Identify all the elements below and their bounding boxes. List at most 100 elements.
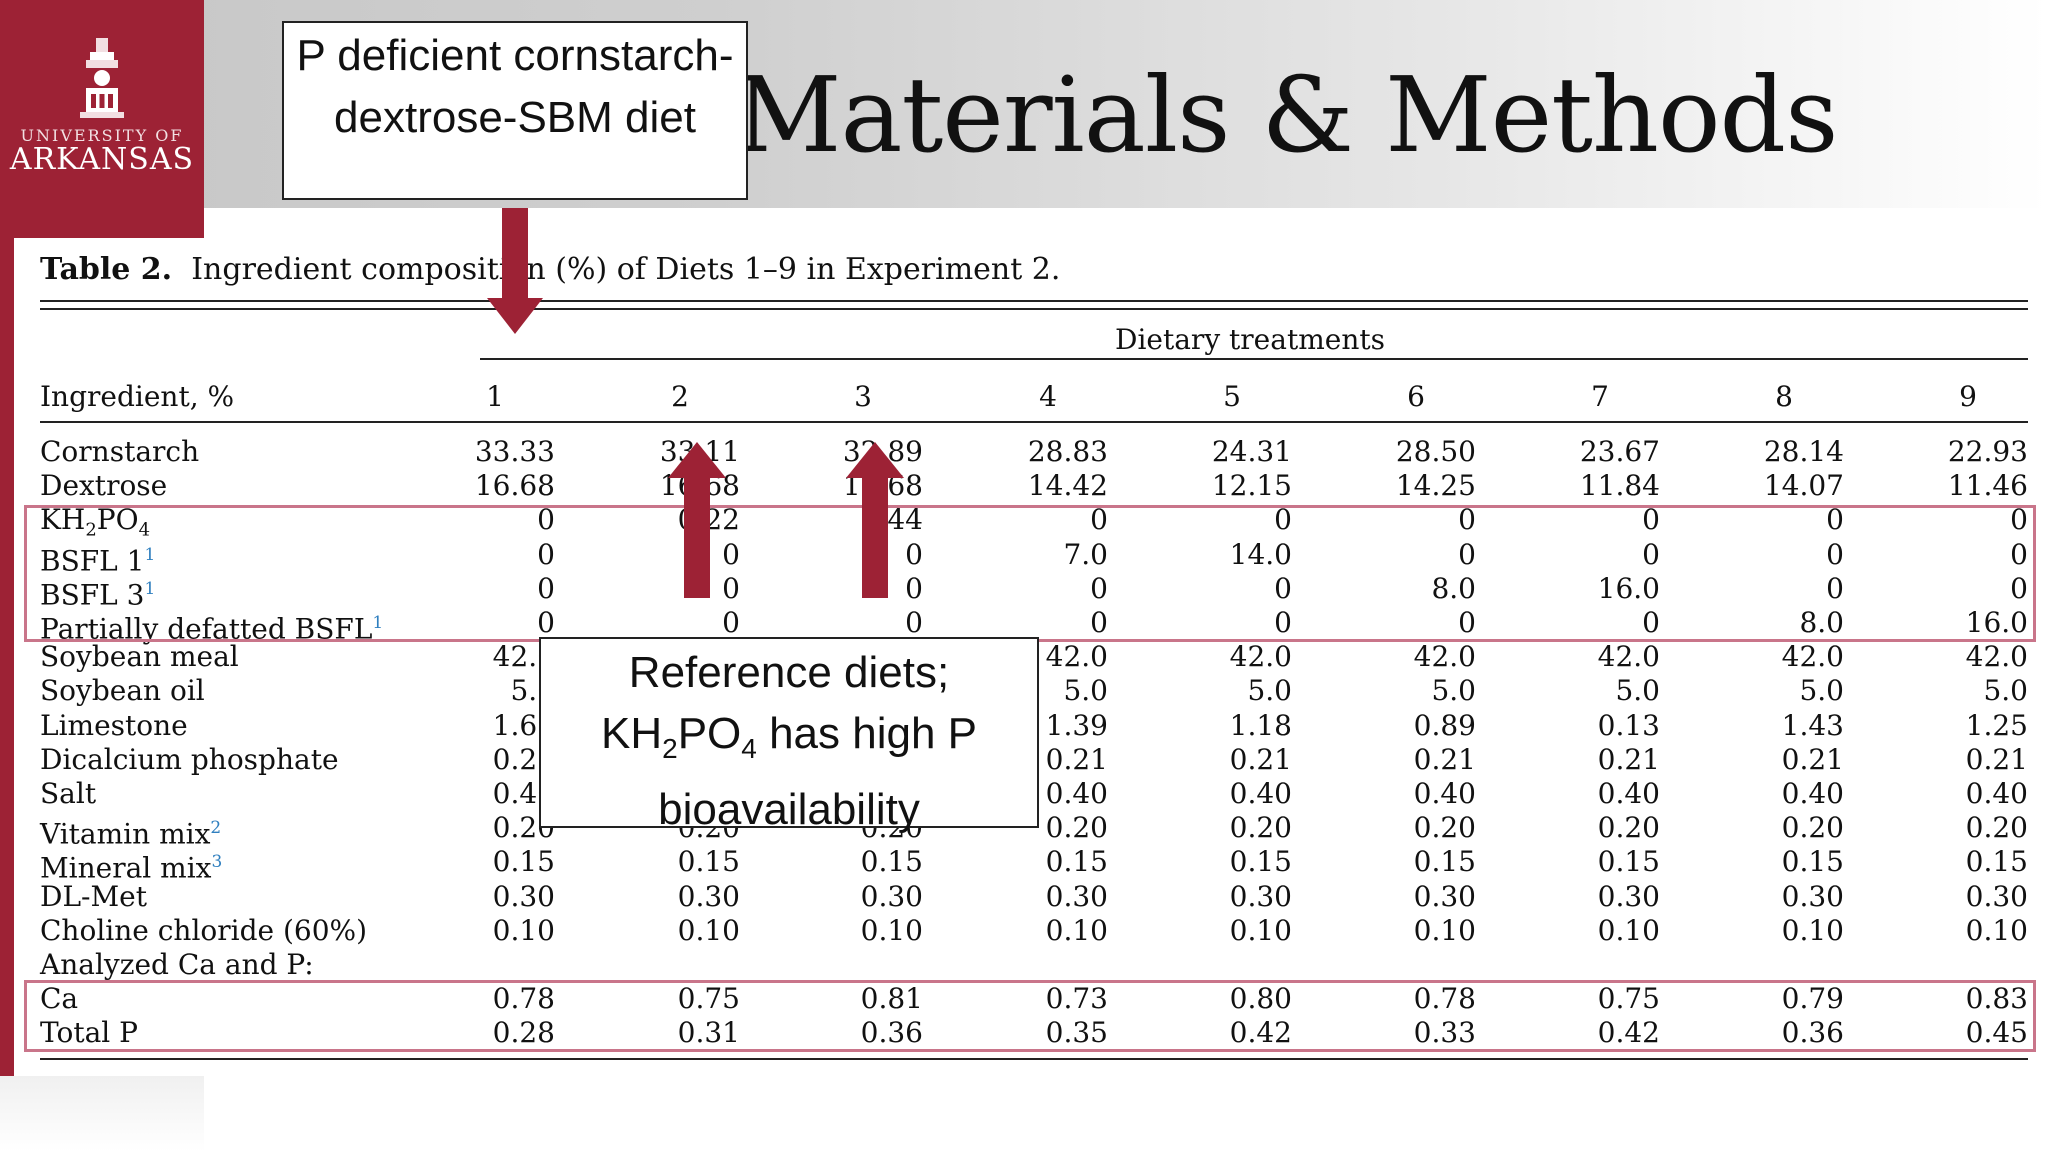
spanner-rule [480, 358, 2028, 360]
table-cell: 5.0 [1983, 674, 2028, 707]
table-cell: 0 [1826, 538, 1844, 571]
up-arrow-icon [668, 442, 726, 598]
table-cell: 0 [1458, 503, 1476, 536]
row-label-text: DL-Met [40, 880, 147, 913]
table-cell: 14.07 [1763, 469, 1844, 502]
table-cell: 16.0 [1597, 572, 1660, 605]
row-label: Choline chloride (60%) [40, 914, 367, 948]
table-cell: 0 [1090, 572, 1108, 605]
table-cell: 0.40 [1413, 777, 1476, 810]
table-cell: 0.30 [1781, 880, 1844, 913]
callout-top-line-2: dextrose-SBM diet [334, 93, 696, 142]
row-label: Mineral mix3 [40, 845, 222, 885]
table-cell: 0.20 [1597, 811, 1660, 844]
table-cell: 0.42 [1229, 1016, 1292, 1049]
row-label-text: Ca [40, 982, 79, 1015]
table-cell: 0.21 [1413, 743, 1476, 776]
analyzed-ca-p-highlight [24, 980, 2036, 1052]
table-cell: 0.30 [1413, 880, 1476, 913]
has-high-p-text: has high P [756, 709, 977, 758]
table-cell: 0 [905, 538, 923, 571]
up-arrow-icon [846, 442, 904, 598]
table-cell: 0.75 [677, 982, 740, 1015]
row-label: Cornstarch [40, 435, 199, 469]
table-cell: 12.15 [1211, 469, 1292, 502]
table-cell: 0 [722, 572, 740, 605]
table-cell: 0 [1642, 606, 1660, 639]
table-cell: 0.33 [1413, 1016, 1476, 1049]
reference-diets-callout: Reference diets; KH2PO4 has high P bioav… [539, 637, 1039, 834]
table-cell: 0.21 [1781, 743, 1844, 776]
table-cell: 0.40 [1965, 777, 2028, 810]
table-cell: 0.10 [1229, 914, 1292, 947]
p-deficient-diet-callout: P deficient cornstarch- dextrose-SBM die… [282, 21, 748, 200]
row-label-text: BSFL 3 [40, 578, 145, 612]
kh-text: KH [600, 709, 663, 758]
university-logo-panel: UNIVERSITY OF ARKANSAS [0, 0, 204, 238]
table-cell: 0.36 [1781, 1016, 1844, 1049]
table-cell: 0.10 [1413, 914, 1476, 947]
table-cell: 0 [2010, 572, 2028, 605]
row-label-text: Limestone [40, 709, 188, 742]
row-label: Ca [40, 982, 78, 1016]
row-label: Analyzed Ca and P: [40, 948, 314, 982]
table-cell: 33.33 [474, 435, 555, 468]
table-bottom-rule [40, 1058, 2028, 1060]
row-label: Vitamin mix2 [40, 811, 221, 851]
table-cell: 8.0 [1799, 606, 1844, 639]
table-cell: 0 [1458, 538, 1476, 571]
table-cell: 24.31 [1211, 435, 1292, 468]
table-cell: 0 [2010, 538, 2028, 571]
table-cell: 0.40 [492, 777, 555, 810]
table-cell: 0.36 [860, 1016, 923, 1049]
table-cell: 0.35 [1045, 1016, 1108, 1049]
footnote-marker: 2 [210, 818, 222, 838]
table-cell: 0.15 [1045, 845, 1108, 878]
table-cell: 0.78 [1413, 982, 1476, 1015]
table-cell: 0.10 [1781, 914, 1844, 947]
table-cell: 0.10 [677, 914, 740, 947]
table-caption: Table 2. Ingredient composition (%) of D… [40, 252, 1060, 287]
table-cell: 1.18 [1229, 709, 1292, 742]
row-label: BSFL 11 [40, 538, 155, 578]
table-cell: 5.0 [1431, 674, 1476, 707]
table-cell: 0 [1090, 503, 1108, 536]
table-cell: 0.20 [1413, 811, 1476, 844]
table-cell: 42.0 [1597, 640, 1660, 673]
table-cell: 22.93 [1947, 435, 2028, 468]
table-cell: 5.0 [1063, 674, 1108, 707]
table-cell: 0.40 [1781, 777, 1844, 810]
table-cell: 0 [537, 538, 555, 571]
table-cell: 0 [722, 606, 740, 639]
table-cell: 0.30 [1229, 880, 1292, 913]
table-cell: 8.0 [1431, 572, 1476, 605]
bsfl-rows-highlight [24, 505, 2036, 642]
table-cell: 28.14 [1763, 435, 1844, 468]
left-fade [0, 1076, 204, 1152]
row-label-text: Cornstarch [40, 435, 200, 468]
table-cell: 0 [905, 572, 923, 605]
diet-number-header: 5 [1223, 380, 1241, 413]
row-label-text: Dextrose [40, 469, 168, 502]
callout-mid-line-3: bioavailability [658, 784, 920, 834]
logo-arkansas: ARKANSAS [9, 142, 195, 177]
diet-number-header: 2 [671, 380, 689, 413]
diet-number-header: 9 [1959, 380, 1977, 413]
table-cell: 0 [537, 606, 555, 639]
table-cell: 42.0 [1781, 640, 1844, 673]
callout-mid-line-1: Reference diets; [628, 648, 950, 697]
table-cell: 0.20 [1045, 811, 1108, 844]
down-arrow-icon [487, 208, 543, 334]
table-cell: 7.0 [1063, 538, 1108, 571]
diet-number-header: 4 [1039, 380, 1057, 413]
footnote-marker: 1 [144, 545, 156, 565]
diet-number-header: 8 [1775, 380, 1793, 413]
table-cell: 0 [1642, 538, 1660, 571]
old-main-building-icon [80, 38, 124, 118]
diet-number-header: 3 [854, 380, 872, 413]
diet-number-header: 6 [1407, 380, 1425, 413]
table-cell: 0.79 [1781, 982, 1844, 1015]
table-cell: 1.63 [492, 709, 555, 742]
table-cell: 0 [1642, 503, 1660, 536]
po-text: PO [677, 709, 742, 758]
